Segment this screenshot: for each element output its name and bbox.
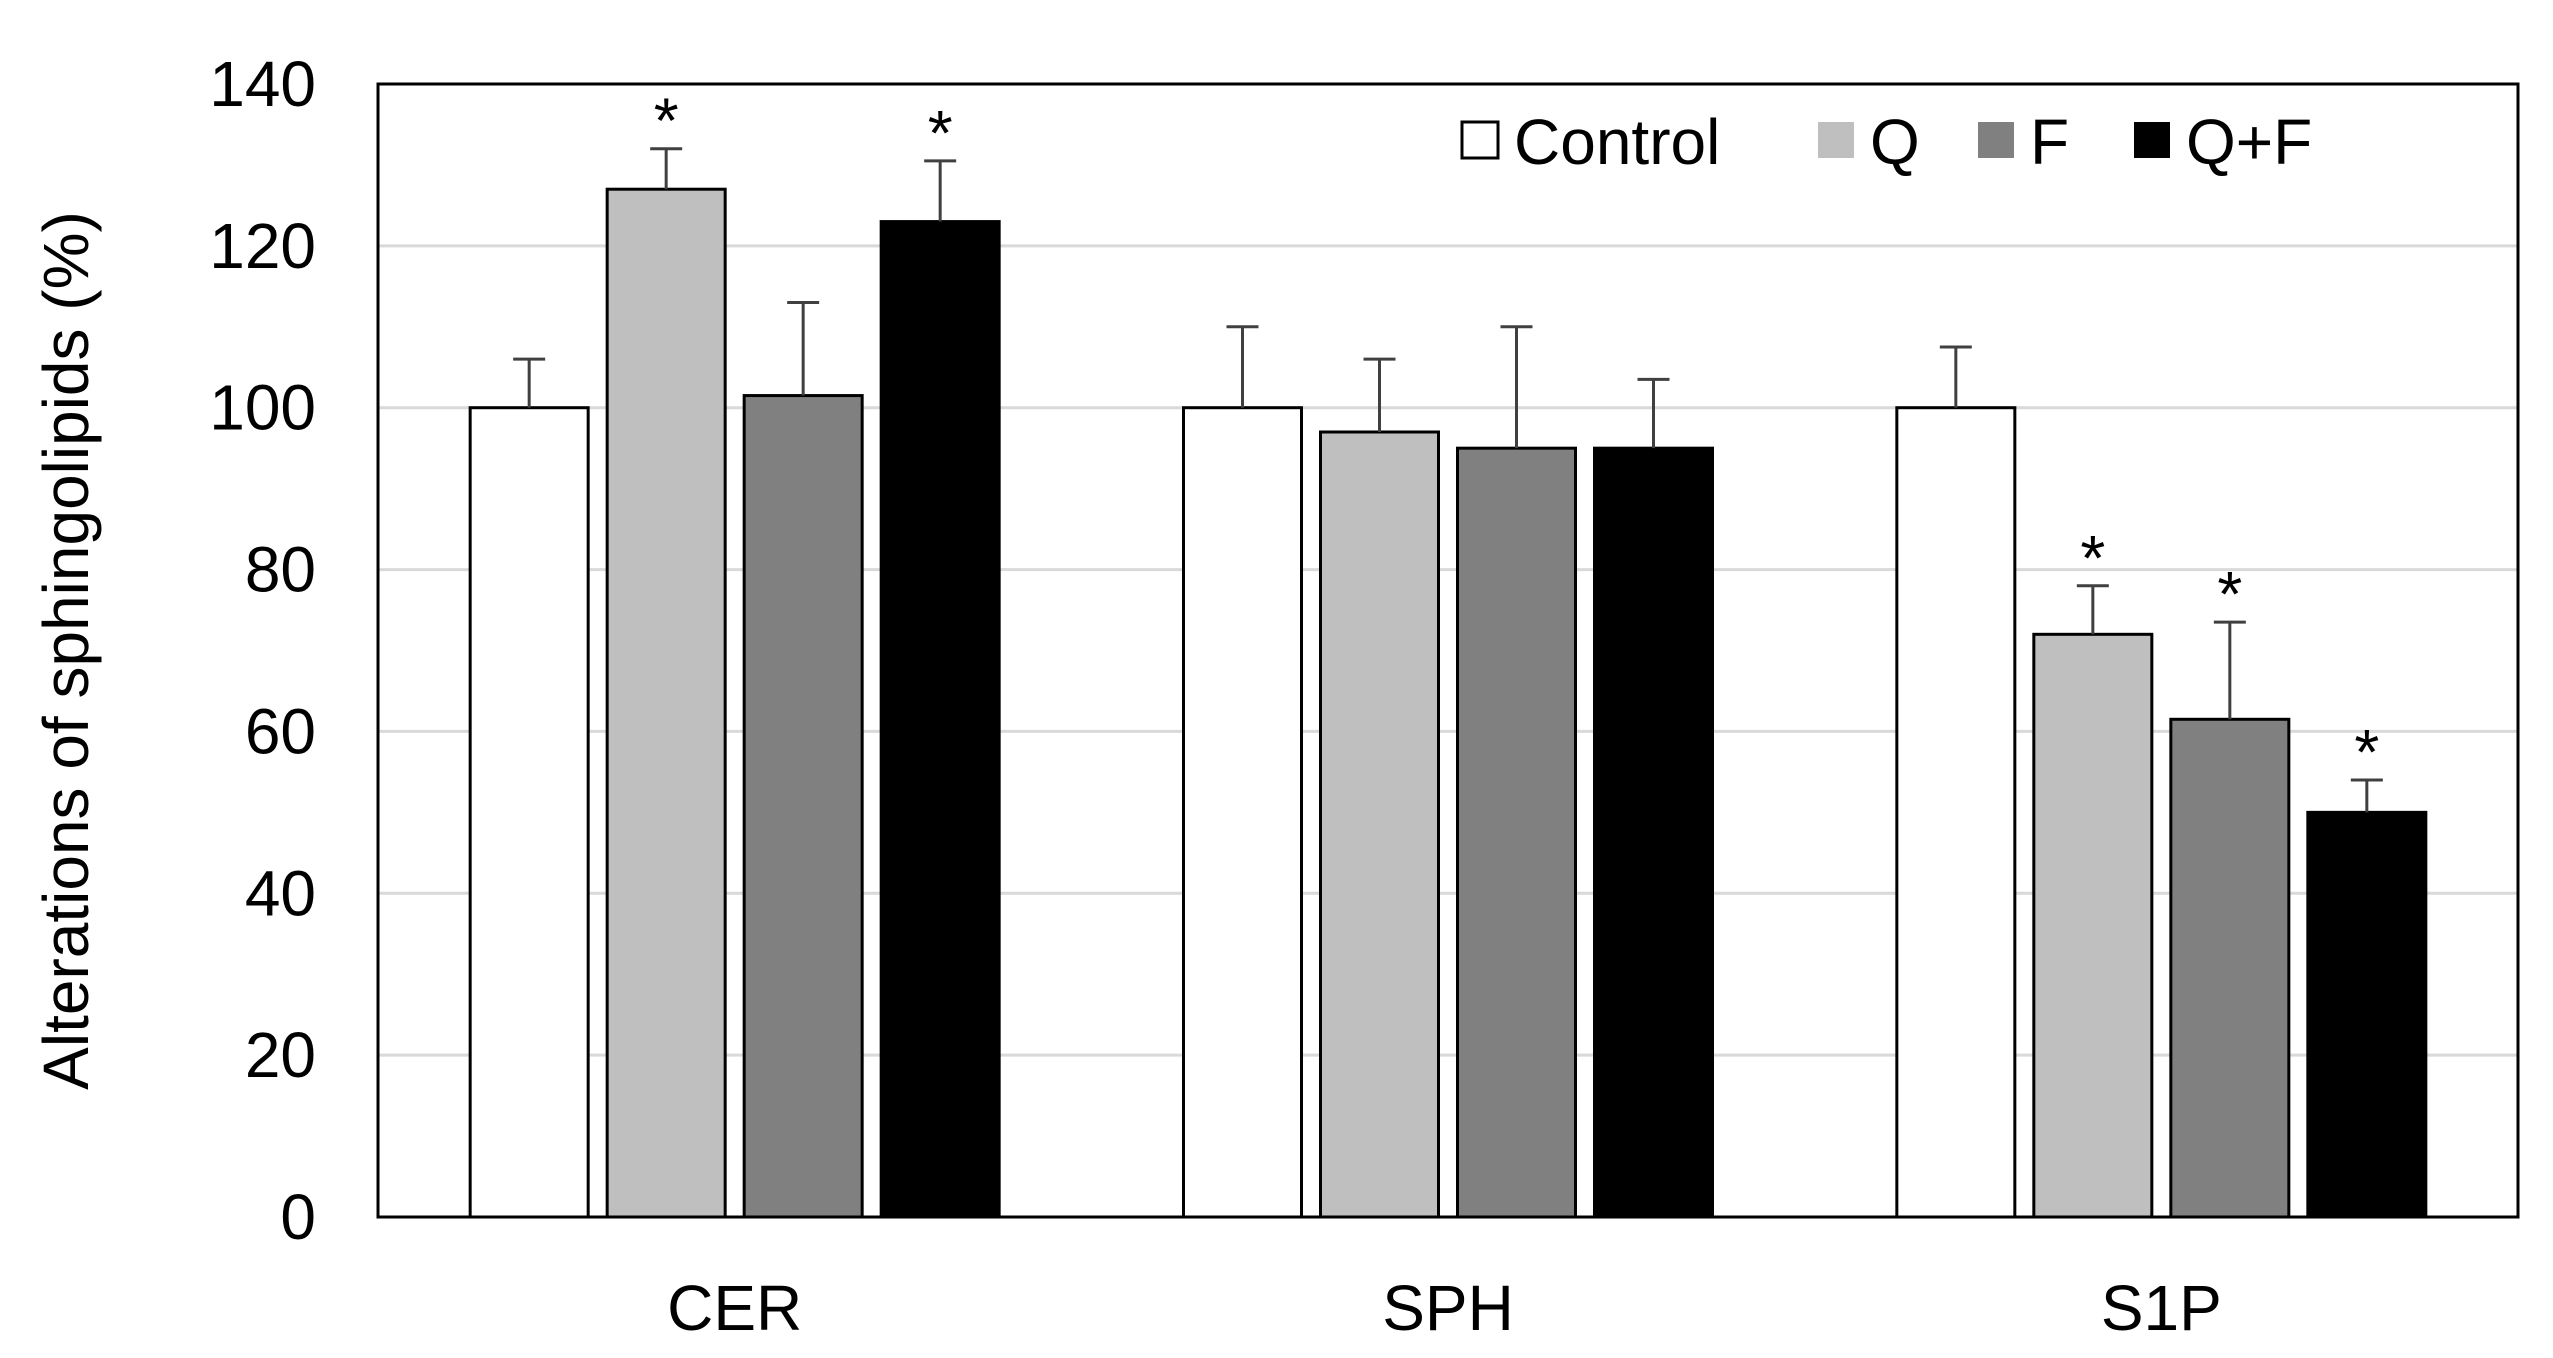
significance-markers: * * * * * [654, 85, 2380, 788]
significance-asterisk: * [928, 97, 953, 169]
legend-swatch [1818, 122, 1854, 158]
bar-control-sph [1182, 406, 1303, 1219]
bar-q-cer [605, 187, 727, 1219]
legend-label: Control [1514, 106, 1720, 178]
x-tick-label: CER [667, 1272, 802, 1344]
bar-f-s1p [2169, 717, 2291, 1219]
x-tick-label: S1P [2101, 1272, 2222, 1344]
y-tick-label: 140 [209, 48, 316, 120]
bar-control-s1p [1895, 406, 2017, 1219]
error-bars [513, 147, 2383, 813]
bar-qf-sph [1593, 446, 1714, 1219]
y-tick-label: 40 [245, 857, 316, 929]
legend: Control Q F Q+F [1460, 106, 2312, 178]
y-axis-label: Alterations of sphingolipids (%) [30, 211, 102, 1090]
bar-qf-cer [879, 220, 1001, 1219]
legend-swatch [1978, 122, 2014, 158]
legend-label: Q [1870, 106, 1920, 178]
y-tick-label: 100 [209, 372, 316, 444]
significance-asterisk: * [2217, 558, 2242, 630]
x-tick-label: SPH [1382, 1272, 1514, 1344]
y-tick-label: 20 [245, 1019, 316, 1091]
legend-label: Q+F [2186, 106, 2312, 178]
bar-q-s1p [2032, 632, 2154, 1219]
legend-label: F [2030, 106, 2069, 178]
bar-control-cer [468, 406, 590, 1219]
x-axis-ticks: CER SPH S1P [667, 1272, 2222, 1344]
bar-f-sph [1456, 446, 1577, 1219]
y-axis-ticks: 0 20 40 60 80 100 120 140 [209, 48, 316, 1253]
y-tick-label: 60 [245, 695, 316, 767]
significance-asterisk: * [2354, 716, 2379, 788]
bar-q-sph [1319, 430, 1440, 1219]
y-tick-label: 0 [280, 1181, 316, 1253]
y-tick-label: 80 [245, 534, 316, 606]
legend-swatch [1460, 120, 1500, 160]
bar-f-cer [742, 394, 864, 1219]
y-tick-label: 120 [209, 210, 316, 282]
bars [468, 187, 2428, 1219]
gridlines [378, 244, 2518, 1057]
significance-asterisk: * [654, 85, 679, 157]
significance-asterisk: * [2080, 522, 2105, 594]
legend-swatch [2134, 122, 2170, 158]
plot-area-frame [376, 82, 2520, 1219]
bar-qf-s1p [2306, 810, 2428, 1219]
